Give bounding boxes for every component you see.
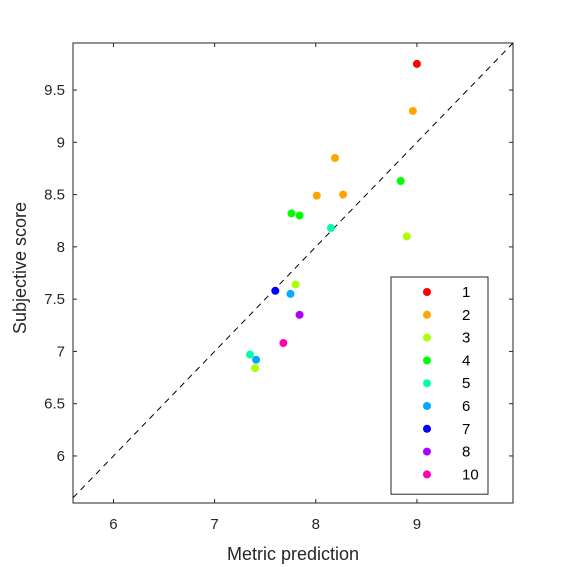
legend-label: 2: [462, 307, 470, 324]
data-point-series-6: [286, 289, 295, 298]
data-point-series-3: [251, 364, 260, 373]
legend-label: 8: [462, 444, 470, 461]
legend-marker: [423, 424, 431, 433]
data-point-series-6: [252, 355, 261, 364]
y-tick-label: 7: [57, 343, 65, 360]
y-tick-label: 8.5: [44, 187, 65, 204]
data-point-series-2: [339, 190, 348, 199]
data-point-series-4: [396, 177, 405, 185]
data-point-series-1: [412, 59, 421, 68]
data-point-series-5: [326, 224, 335, 233]
data-point-series-5: [246, 350, 255, 359]
data-point-series-10: [279, 339, 288, 348]
data-point-series-7: [271, 286, 280, 295]
legend-label: 7: [462, 421, 470, 438]
legend-label: 10: [462, 466, 479, 483]
axis-ticks: 6 7 8 9 6 6.5 7 7.5 8 8.5 9 9.5: [44, 43, 513, 533]
y-tick-label: 9: [57, 134, 65, 151]
legend-marker: [423, 379, 431, 388]
legend-label: 6: [462, 398, 470, 415]
x-tick-label: 7: [210, 516, 218, 533]
legend-marker: [423, 470, 431, 479]
data-point-series-2: [408, 106, 417, 115]
legend-marker: [423, 356, 431, 365]
x-tick-label: 9: [413, 516, 421, 533]
y-axis-label: Subjective score: [10, 202, 30, 334]
y-tick-label: 7.5: [44, 291, 65, 308]
legend-box: [390, 276, 489, 495]
x-tick-label: 8: [312, 516, 320, 533]
legend-marker: [423, 447, 431, 456]
legend-marker: [423, 288, 431, 296]
legend: 1 2 3 4 5 6 7 8 10: [390, 276, 489, 495]
legend-marker: [423, 402, 431, 410]
y-tick-label: 6.5: [44, 396, 65, 413]
legend-label: 5: [462, 375, 470, 392]
legend-marker: [423, 333, 431, 342]
y-tick-label: 8: [57, 239, 65, 256]
data-point-series-4: [295, 211, 304, 220]
data-point-series-8: [295, 310, 304, 319]
data-point-series-2: [330, 154, 339, 162]
data-point-series-3: [402, 232, 411, 241]
x-tick-label: 6: [109, 516, 117, 533]
y-tick-label: 6: [57, 448, 65, 465]
data-point-series-3: [291, 280, 300, 289]
legend-label: 3: [462, 330, 470, 347]
data-point-series-4: [287, 209, 296, 218]
data-points: [246, 59, 421, 373]
legend-marker: [423, 310, 431, 319]
legend-label: 4: [462, 352, 470, 369]
legend-label: 1: [462, 284, 470, 301]
x-axis-label: Metric prediction: [227, 544, 359, 564]
y-tick-label: 9.5: [44, 82, 65, 99]
data-point-series-2: [312, 191, 321, 200]
